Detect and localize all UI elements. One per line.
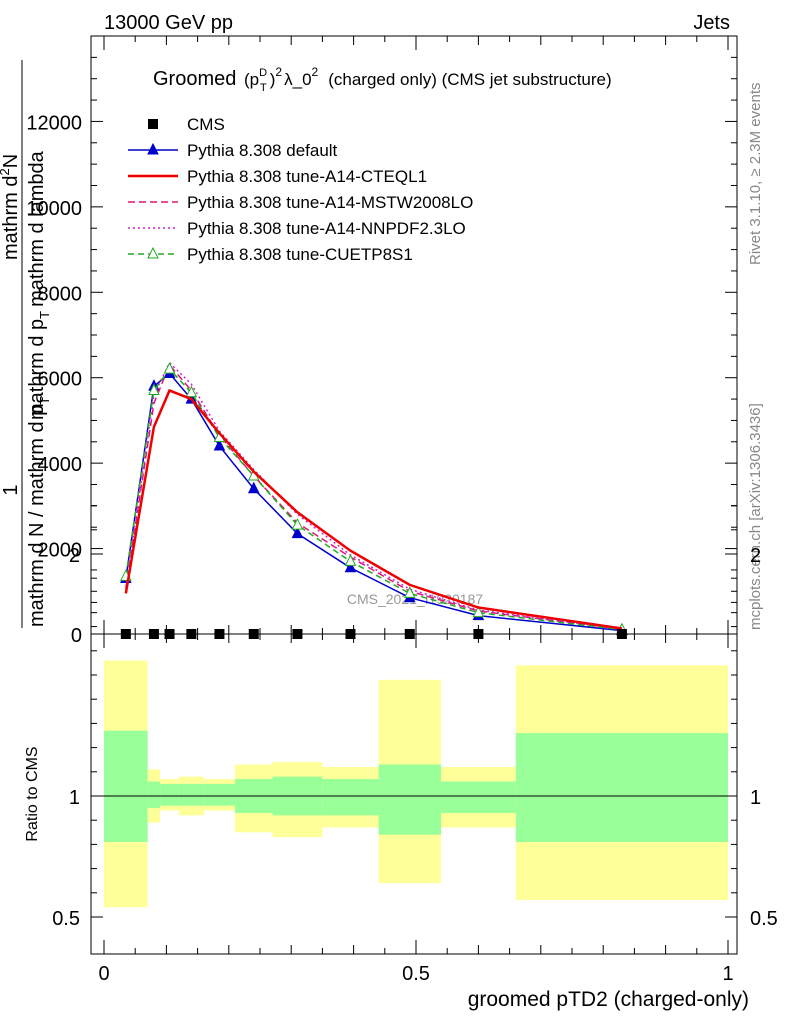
data-point-triangle	[163, 362, 176, 374]
series-pythia-8-308-tune-a14-mstw2008lo	[125, 363, 623, 631]
series-line	[125, 361, 623, 631]
y-label-one: 1	[0, 484, 22, 495]
ratio-x-axis: 0 0.5 1	[98, 634, 734, 985]
ratio-stat-band	[178, 783, 204, 806]
data-point-triangle	[185, 385, 198, 398]
legend-label: Pythia 8.308 tune-A14-NNPDF2.3LO	[187, 219, 466, 238]
ratio-stat-band	[147, 781, 161, 809]
y-label-denominator: mathrm d N / mathrm d pT	[26, 397, 52, 627]
y-tick-label: 8000	[38, 283, 83, 305]
data-point-square	[148, 119, 158, 129]
legend: CMS Pythia 8.308 default Pythia 8.308 tune…	[128, 115, 473, 264]
data-point-triangle	[147, 142, 159, 155]
data-point-triangle	[213, 438, 226, 451]
data-point-triangle	[147, 246, 159, 259]
legend-label: CMS	[187, 115, 225, 134]
y-tick-label: 6000	[38, 369, 83, 391]
y-label-numerator: mathrm d2N	[0, 154, 22, 260]
data-point-triangle	[344, 560, 357, 573]
ratio-y-axis-label: Ratio to CMS	[24, 746, 41, 841]
legend-label: Pythia 8.308 tune-A14-MSTW2008LO	[187, 193, 473, 212]
data-point-triangle	[247, 481, 260, 494]
collision-label: 13000 GeV pp	[104, 12, 233, 34]
series-pythia-8-308-tune-cuetp8s1	[120, 362, 628, 635]
ratio-y-tick-label: 1	[69, 787, 80, 809]
x-tick-label: 1	[722, 963, 733, 985]
data-point-triangle	[344, 554, 357, 566]
rivet-version-label: Rivet 3.1.10, ≥ 2.3M events	[747, 83, 764, 266]
ratio-stat-band	[203, 783, 236, 806]
y-tick-label: 10000	[26, 198, 82, 220]
mcplots-label: mcplots.cern.ch [arXiv:1306.3436]	[747, 403, 764, 630]
ratio-y-tick-label: 0.5	[52, 908, 80, 930]
x-tick-label: 0	[98, 963, 109, 985]
series-line	[124, 388, 623, 630]
legend-label: Pythia 8.308 tune-A14-CTEQL1	[187, 167, 427, 186]
data-point-triangle	[403, 586, 416, 598]
ratio-y-tick-label: 2	[69, 545, 80, 567]
series-pythia-8-308-tune-a14-cteql1	[124, 388, 623, 630]
ratio-stat-band	[515, 733, 728, 842]
data-point-triangle	[291, 517, 304, 530]
ratio-stat-band	[440, 781, 516, 813]
data-point-triangle	[291, 526, 304, 539]
ratio-y-tick-label-right: 2	[750, 545, 761, 567]
legend-item: Pythia 8.308 tune-A14-NNPDF2.3LO	[128, 219, 466, 238]
y-tick-label: 4000	[38, 454, 83, 476]
process-label: Jets	[693, 12, 730, 34]
x-axis-label: groomed pTD2 (charged-only)	[468, 988, 749, 1011]
legend-item: CMS	[148, 115, 225, 134]
ratio-y-tick-label-right: 1	[750, 787, 761, 809]
y-tick-label: 2000	[38, 540, 83, 562]
main-y-axis: 0 2000 4000 6000 8000 10000 12000	[26, 56, 737, 647]
ratio-stat-band	[378, 764, 441, 835]
ratio-y-axis: 0.5 0.5 1 1 2 2	[52, 505, 778, 930]
data-point-triangle	[148, 383, 160, 396]
y-tick-label: 0	[71, 625, 82, 647]
ratio-stat-band	[160, 783, 179, 806]
legend-item: Pythia 8.308 tune-A14-MSTW2008LO	[128, 193, 473, 212]
legend-item: Pythia 8.308 tune-A14-CTEQL1	[128, 167, 427, 186]
series-line	[125, 363, 623, 631]
legend-item: Pythia 8.308 tune-CUETP8S1	[128, 245, 413, 264]
y-label-overlay: mathrm d pTmathrm d lambda	[26, 150, 52, 420]
legend-item: Pythia 8.308 default	[128, 141, 338, 160]
ratio-stat-band	[322, 779, 379, 816]
x-tick-label: 0.5	[402, 963, 430, 985]
ratio-panel-frame	[90, 633, 738, 955]
legend-label: Pythia 8.308 tune-CUETP8S1	[187, 245, 413, 264]
data-point-triangle	[472, 605, 485, 618]
plot-title: Groomed (pD T)2 λ_02 (charged only) (CMS je…	[153, 65, 612, 94]
legend-label: Pythia 8.308 default	[187, 141, 338, 160]
main-y-axis-label: 1 mathrm d N / mathrm d pT mathrm d2N ma…	[0, 60, 52, 628]
series-pythia-8-308-tune-a14-nnpdf2-3lo	[125, 361, 623, 631]
y-tick-label: 12000	[26, 112, 82, 134]
ratio-y-tick-label-right: 0.5	[750, 908, 778, 930]
ratio-stat-band	[104, 730, 148, 842]
ratio-bands	[104, 660, 728, 908]
